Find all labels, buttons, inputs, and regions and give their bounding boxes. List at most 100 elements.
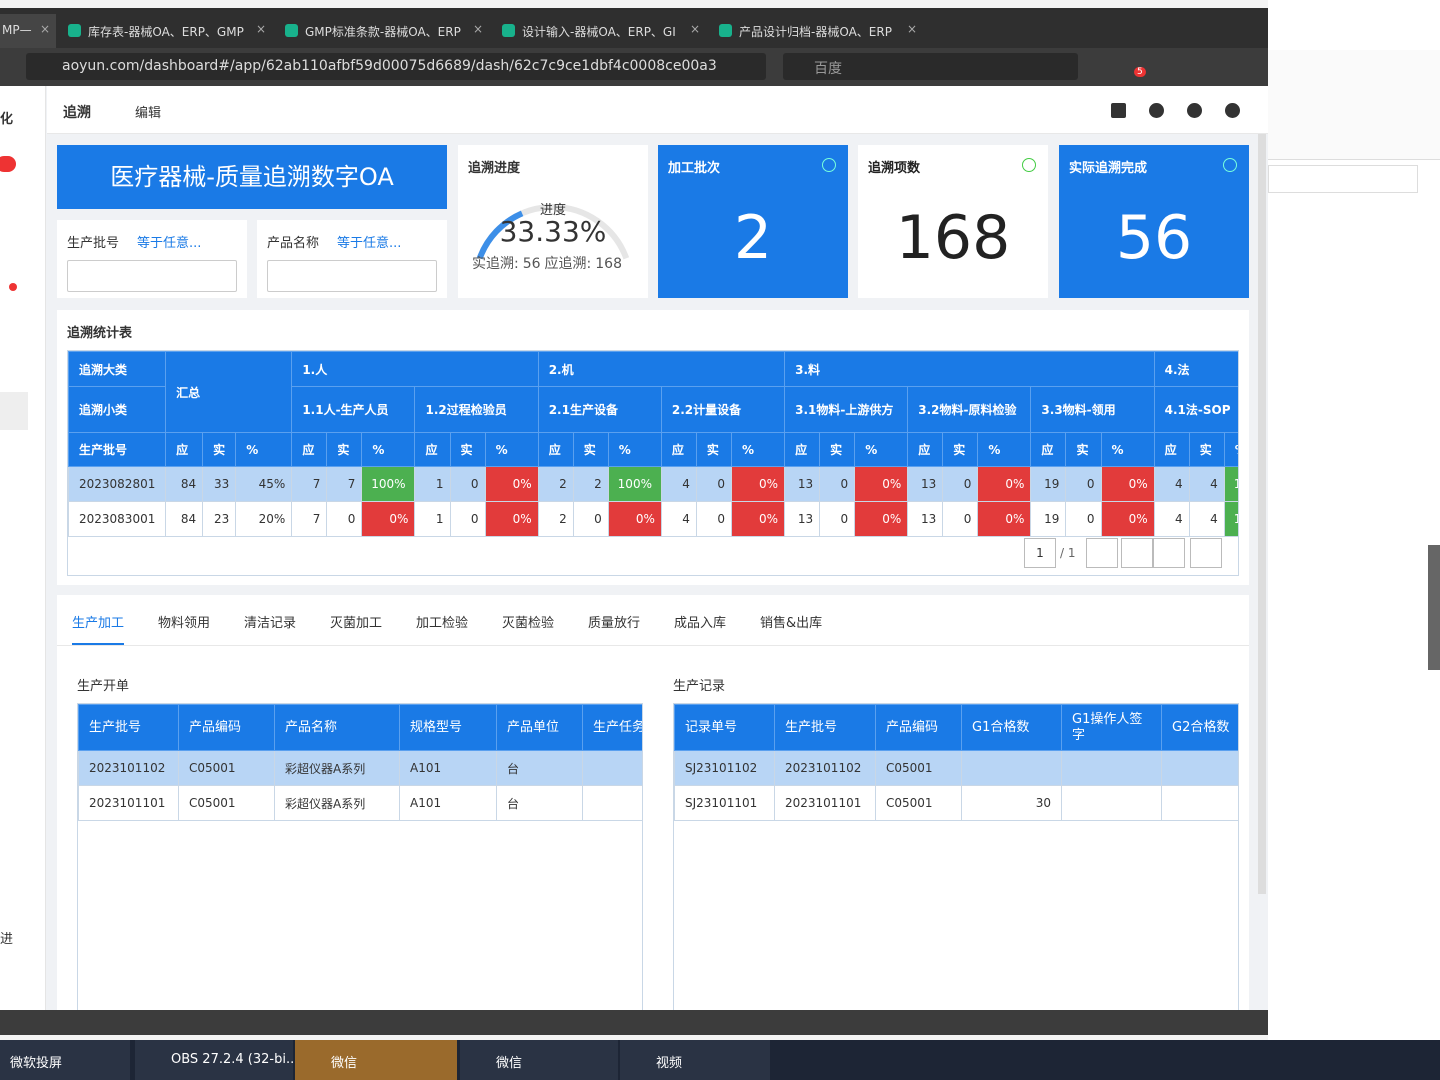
taskbar-item[interactable]: 微软投屏 <box>0 1040 130 1080</box>
header-cell: 应 <box>414 432 451 467</box>
page-title: 追溯 <box>63 105 91 121</box>
tab[interactable]: 销售&出库 <box>760 616 823 631</box>
tab-close[interactable]: × <box>472 22 483 36</box>
background-window <box>1268 0 1440 1040</box>
header-icon[interactable] <box>1187 103 1202 118</box>
tab[interactable]: 灭菌检验 <box>502 616 555 631</box>
tab-close[interactable]: × <box>906 22 917 36</box>
page-button[interactable] <box>1190 538 1222 568</box>
background-panel <box>1268 50 1440 160</box>
tab[interactable]: 质量放行 <box>588 616 641 631</box>
browser-tab[interactable]: MP— × <box>0 14 56 48</box>
cell: 台 <box>496 750 583 786</box>
filter-card: 生产批号 等于任意... <box>57 220 247 298</box>
page-input[interactable]: 1 <box>1024 538 1056 568</box>
header-cell[interactable]: 记录单号 <box>674 704 775 751</box>
header-cell[interactable]: 生产批号 <box>78 704 179 751</box>
filter-select[interactable] <box>67 260 237 292</box>
tab[interactable]: 生产加工 <box>72 612 125 645</box>
cell: 7 <box>326 466 363 502</box>
tabs-card: 生产加工 物料领用 清洁记录 灭菌加工 加工检验 灭菌检验 质量放行 成品入库 销售&出库 生产开… <box>57 595 1249 1013</box>
header-row: 记录单号 生产批号 产品编码 G1合格数 G1操作人签字 G2合格数 <box>674 704 1238 751</box>
cell: 2023101101 <box>774 785 876 821</box>
tab[interactable]: 成品入库 <box>674 616 727 631</box>
header-cell: % <box>1223 432 1238 467</box>
page-button[interactable] <box>1086 538 1118 568</box>
filter-card: 产品名称 等于任意... <box>257 220 447 298</box>
browser-tab[interactable]: 设计输入-器械OA、ERP、GI × <box>494 14 706 48</box>
banner-title: 医疗器械-质量追溯数字OA <box>110 163 394 191</box>
cell: 13 <box>907 466 944 502</box>
tab[interactable]: 物料领用 <box>158 616 211 631</box>
tab-close[interactable]: × <box>255 22 266 36</box>
filter-select[interactable] <box>267 260 437 292</box>
url-box[interactable] <box>26 53 766 80</box>
taskbar-item[interactable]: 微信 <box>460 1040 618 1080</box>
background-widget <box>1428 545 1440 670</box>
header-icon[interactable] <box>1225 103 1240 118</box>
cell: 0% <box>1100 466 1155 502</box>
kpi-value: 168 <box>895 203 1011 273</box>
tab-icon <box>68 24 81 37</box>
header-cell[interactable]: 产品名称 <box>274 704 400 751</box>
header-cell[interactable]: 生产批号 <box>774 704 876 751</box>
stats-table: 追溯大类 汇总 1.人 2.机 3.料 4.法 追溯小类 1.1人-生产人员 1.2过程检验员 2… <box>68 351 1238 537</box>
kpi-title: 追溯项数 <box>868 161 921 176</box>
header-cell[interactable]: 产品单位 <box>496 704 583 751</box>
gauge-detail-part: 应追溯: <box>544 256 592 272</box>
tab-close[interactable]: × <box>39 22 50 36</box>
header-cell[interactable]: 产品编码 <box>178 704 275 751</box>
cell: 0 <box>942 501 979 537</box>
tab-close[interactable]: × <box>689 22 700 36</box>
cell <box>1061 785 1162 821</box>
browser-tab[interactable]: 库存表-器械OA、ERP、GMP × <box>60 14 272 48</box>
cell: 13 <box>784 466 821 502</box>
cell: 100% <box>1223 466 1238 502</box>
page-button[interactable] <box>1153 538 1185 568</box>
tab-icon <box>719 24 732 37</box>
taskbar-item[interactable]: OBS 27.2.4 (32-bi... <box>135 1040 293 1080</box>
kpi-card: 追溯项数 168 <box>858 145 1048 298</box>
taskbar-item[interactable]: 微信 <box>295 1040 457 1080</box>
search-box[interactable] <box>783 53 1078 80</box>
header-cell: 实 <box>695 432 732 467</box>
cell: 0% <box>730 466 786 502</box>
header-cell[interactable]: 生产任务 <box>582 704 642 751</box>
cell: 4 <box>660 501 697 537</box>
header-cell[interactable]: 规格型号 <box>399 704 497 751</box>
filter-operator[interactable]: 等于任意... <box>137 236 202 251</box>
browser-tab[interactable]: GMP标准条款-器械OA、ERP × <box>277 14 489 48</box>
kpi-card: 实际追溯完成 56 <box>1059 145 1249 298</box>
header-cell[interactable]: G1合格数 <box>961 704 1062 751</box>
header-icon[interactable] <box>1149 103 1164 118</box>
taskbar-label: OBS 27.2.4 (32-bi... <box>171 1052 293 1067</box>
header-cell[interactable]: G2合格数 <box>1161 704 1238 751</box>
tab[interactable]: 加工检验 <box>416 616 469 631</box>
header-cell[interactable]: G1操作人签字 <box>1061 704 1162 751</box>
browser-tab[interactable]: 产品设计归档-器械OA、ERP × <box>711 14 923 48</box>
taskbar-item[interactable]: 视频 <box>620 1040 770 1080</box>
header-icon[interactable] <box>1111 103 1126 118</box>
cell: 7 <box>291 466 328 502</box>
gauge-detail-part: 168 <box>595 256 622 272</box>
header-cell[interactable]: 产品编码 <box>875 704 962 751</box>
cell: 4 <box>1188 466 1225 502</box>
filter-operator[interactable]: 等于任意... <box>337 236 402 251</box>
tab[interactable]: 清洁记录 <box>244 616 297 631</box>
cell: 0% <box>1100 501 1155 537</box>
cell: 0 <box>1065 466 1102 502</box>
data-row: 2023101101 C05001 彩超仪器A系列 A101 台 <box>78 785 642 821</box>
edit-button[interactable]: 编辑 <box>135 106 162 121</box>
header-cell: 应 <box>291 432 328 467</box>
header-cell: 实 <box>819 432 856 467</box>
header-cell: 应 <box>784 432 821 467</box>
cell: 0% <box>361 501 416 537</box>
tabs-divider <box>57 645 1249 646</box>
cell: SJ23101102 <box>674 750 775 786</box>
header-cell: 应 <box>537 432 574 467</box>
tab[interactable]: 灭菌加工 <box>330 616 383 631</box>
header-cell: 3.料 <box>784 351 1155 387</box>
page-button[interactable] <box>1121 538 1153 568</box>
cell: 彩超仪器A系列 <box>274 750 400 786</box>
gauge-detail-part: 56 <box>522 256 541 272</box>
